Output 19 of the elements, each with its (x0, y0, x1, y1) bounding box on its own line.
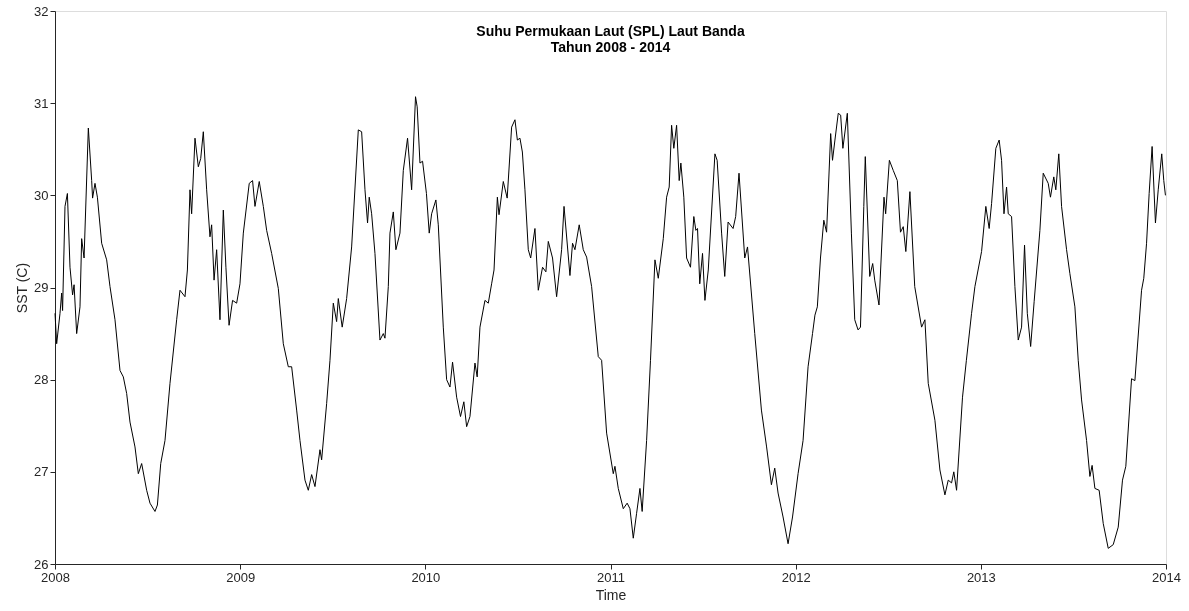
y-tick-label: 29 (34, 280, 49, 295)
x-tick-label: 2011 (597, 569, 625, 585)
x-tick-label: 2014 (1152, 569, 1181, 585)
y-axis-title: SST (C) (14, 262, 31, 314)
text: Tahun 2008 - 2014 (550, 39, 671, 55)
x-axis-title: Time (595, 586, 627, 603)
y-tick-label: 28 (34, 372, 49, 388)
x-tick-label: 2008 (41, 569, 70, 585)
y-tick-label: 27 (34, 464, 49, 480)
line-series (54, 96, 1166, 549)
y-tick-label: 30 (34, 187, 49, 203)
y-tick-label: 32 (34, 3, 49, 19)
x-tick-label: 2012 (781, 569, 811, 585)
x-tick-label: 2009 (226, 569, 256, 585)
x-tick-label: 2010 (411, 569, 441, 585)
y-tick-label: 26 (34, 556, 49, 572)
y-tick-label: 31 (34, 95, 49, 111)
text: Suhu Permukaan Laut (SPL) Laut Banda (476, 23, 745, 39)
x-tick-label: 2013 (966, 569, 996, 585)
